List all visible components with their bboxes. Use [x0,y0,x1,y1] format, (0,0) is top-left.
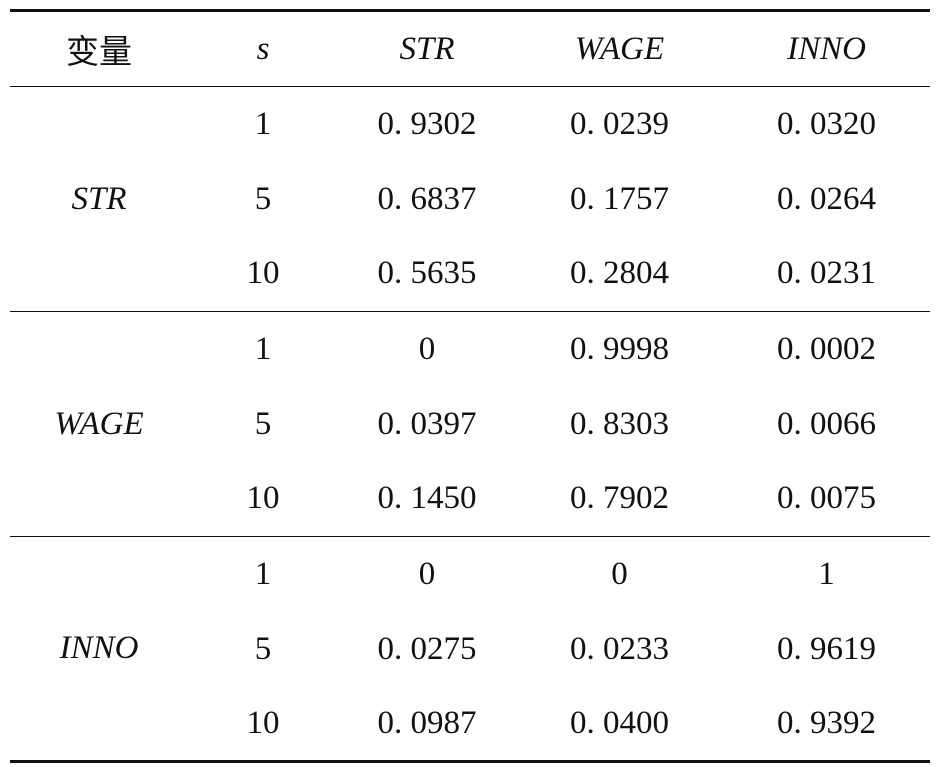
value-cell: 1 [723,536,930,612]
value-cell: 0. 0400 [516,686,723,763]
variable-cell: STR [10,86,188,312]
period-cell: 1 [188,311,338,387]
header-row: 变量 s STR WAGE INNO [10,9,930,87]
table-row: 5 0. 0275 0. 0233 0. 9619 [10,612,930,687]
value-cell: 0. 0233 [570,630,669,667]
table-row: WAGE 1 0 0. 9998 0. 0002 [10,311,930,537]
header-cell: 变量 [10,9,188,87]
value-cell: 0. 9998 [516,311,723,387]
table-row: 10 0. 1450 0. 7902 0. 0075 [10,462,930,537]
header-cell: INNO [723,9,930,87]
period-cell: 10 [246,480,280,517]
period-cell: 5 [254,405,272,442]
value-cell: 0 [338,536,516,612]
period-cell: 1 [188,536,338,612]
value-cell: 0. 0066 [777,405,876,442]
value-cell: 0. 0075 [777,480,876,517]
row-group: STR 1 0. 9302 0. 0239 0. 0320 5 0. 6837 0. 1757… [10,86,930,312]
value-cell: 0. 0320 [723,86,930,162]
row-group: WAGE 1 0 0. 9998 0. 0002 5 0. 0397 0. 8303 0. 00… [10,311,930,537]
table-row: 10 0. 5635 0. 2804 0. 0231 [10,237,930,312]
variable-cell: WAGE [10,311,188,537]
table-row: 5 0. 0397 0. 8303 0. 0066 [10,387,930,462]
table-row: STR 1 0. 9302 0. 0239 0. 0320 [10,86,930,312]
header-cell: WAGE [516,9,723,87]
value-cell: 0. 5635 [377,255,477,292]
period-cell: 5 [254,180,272,217]
value-cell: 0. 0239 [516,86,723,162]
variable-cell: INNO [10,536,188,763]
value-cell: 0. 0987 [338,686,516,763]
data-table: 变量 s STR WAGE INNO STR 1 0. 9302 0. 0239 0. 0320… [10,9,930,763]
table-container: 变量 s STR WAGE INNO STR 1 0. 9302 0. 0239 0. 0320… [10,9,930,763]
value-cell: 0. 9392 [723,686,930,763]
value-cell: 0 [338,311,516,387]
period-cell: 1 [188,86,338,162]
value-cell: 0. 2804 [570,255,669,292]
header-cell: STR [338,9,516,87]
table-row: INNO 1 0 0 1 [10,536,930,763]
value-cell: 0 [516,536,723,612]
value-cell: 0. 0275 [377,630,477,667]
value-cell: 0. 6837 [377,180,477,217]
value-cell: 0. 0264 [777,180,876,217]
table-row: 5 0. 6837 0. 1757 0. 0264 [10,162,930,237]
value-cell: 0. 0002 [723,311,930,387]
value-cell: 0. 1757 [570,180,669,217]
period-cell: 10 [188,686,338,763]
value-cell: 0. 0397 [377,405,477,442]
value-cell: 0. 7902 [570,480,669,517]
value-cell: 0. 1450 [377,480,477,517]
value-cell: 0. 9302 [338,86,516,162]
table-row: 10 0. 0987 0. 0400 0. 9392 [10,686,930,763]
value-cell: 0. 0231 [777,255,876,292]
value-cell: 0. 8303 [570,405,669,442]
period-cell: 5 [254,630,272,667]
period-cell: 10 [246,255,280,292]
header-cell: s [188,9,338,87]
value-cell: 0. 9619 [777,630,876,667]
row-group: INNO 1 0 0 1 5 0. 0275 0. 0233 0. 9619 10 0. 0987 0… [10,536,930,763]
